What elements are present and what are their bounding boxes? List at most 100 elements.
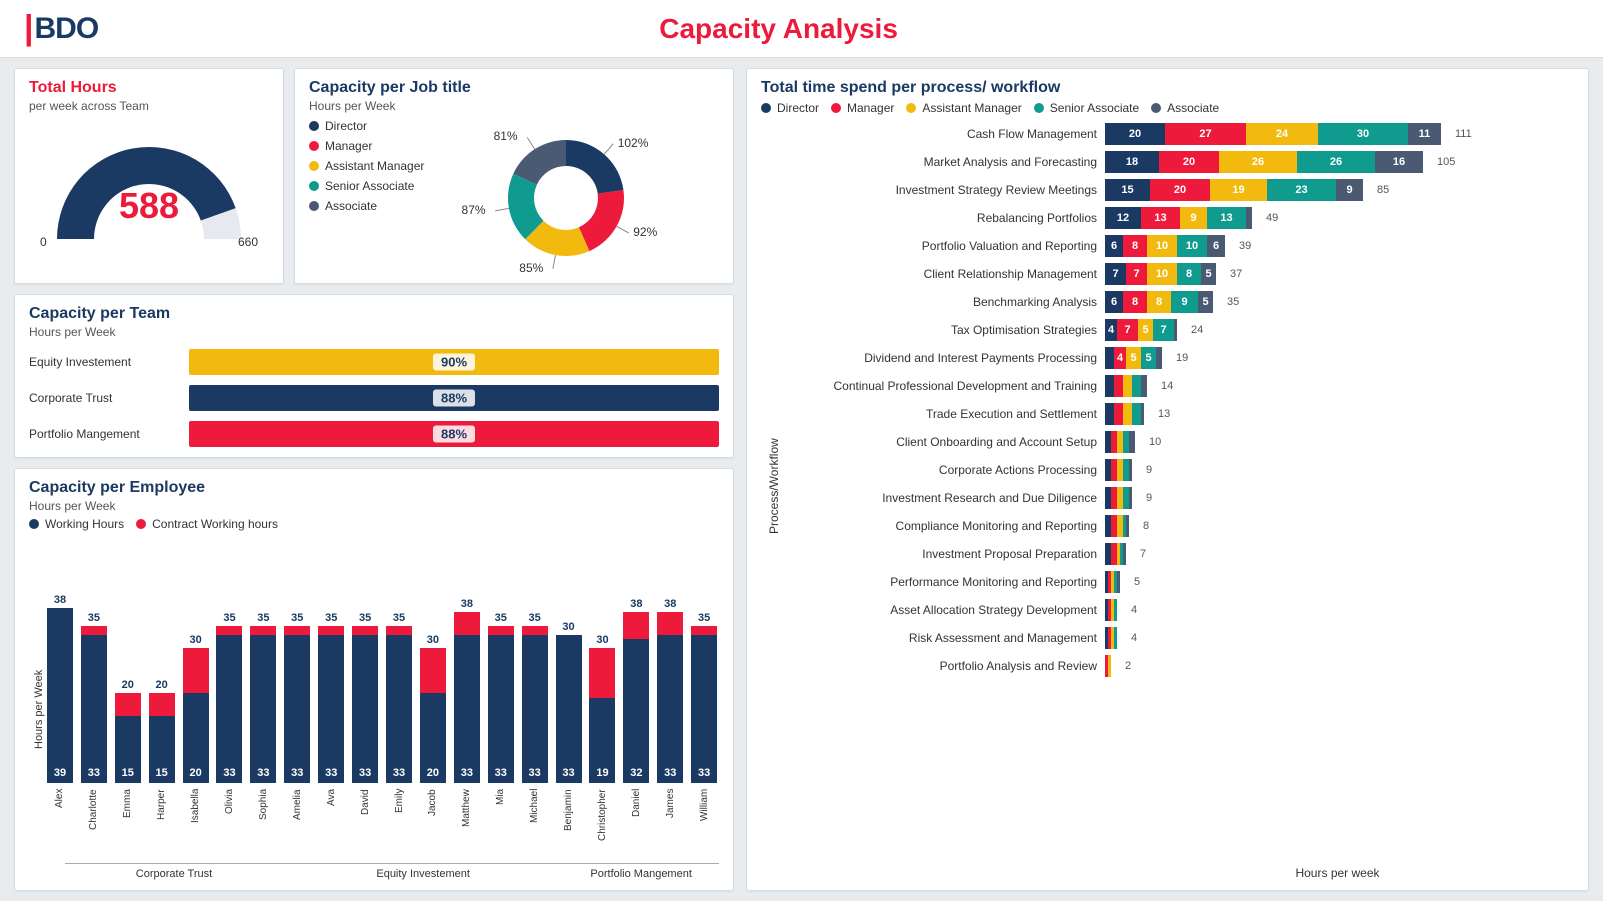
process-title: Total time spend per process/ workflow — [761, 79, 1574, 97]
employee-working-label: 33 — [318, 767, 344, 779]
employee-name: Sophia — [258, 789, 269, 859]
process-segment: 23 — [1267, 179, 1336, 201]
process-segment — [1123, 543, 1126, 565]
employee-top-label: 38 — [461, 598, 473, 610]
gauge-max: 660 — [238, 235, 258, 249]
employee-name: Daniel — [631, 789, 642, 859]
legend-item: Director — [761, 101, 819, 115]
total-hours-title: Total Hours — [29, 79, 269, 97]
employee-name: Christopher — [597, 789, 608, 859]
employee-group-label: Corporate Trust — [65, 863, 283, 880]
employee-name: Emily — [394, 789, 405, 859]
process-segment: 10 — [1147, 263, 1177, 285]
employee-name: Emma — [122, 789, 133, 859]
job-title-legend: DirectorManagerAssistant ManagerSenior A… — [309, 119, 424, 213]
process-total: 4 — [1131, 632, 1137, 644]
process-row: Investment Research and Due Diligence 9 — [787, 487, 1574, 509]
process-total: 7 — [1140, 548, 1146, 560]
process-segment — [1246, 207, 1252, 229]
process-segment — [1105, 347, 1114, 369]
process-segment: 8 — [1123, 291, 1147, 313]
process-bar — [1105, 403, 1144, 425]
process-segment: 10 — [1147, 235, 1177, 257]
employee-top-label: 35 — [698, 612, 710, 624]
process-segment: 20 — [1150, 179, 1210, 201]
employee-groups: Corporate TrustEquity InvestementPortfol… — [65, 863, 719, 880]
process-total: 14 — [1161, 380, 1173, 392]
employee-name: Mia — [495, 789, 506, 859]
employee-name: Amelia — [292, 789, 303, 859]
legend-item: Manager — [831, 101, 894, 115]
process-segment: 6 — [1105, 235, 1123, 257]
process-segment: 16 — [1375, 151, 1423, 173]
employee-working-label: 33 — [284, 767, 310, 779]
employee-top-label: 35 — [291, 612, 303, 624]
page-title: Capacity Analysis — [0, 13, 1579, 45]
process-bar — [1105, 655, 1111, 677]
employee-working-label: 20 — [183, 767, 209, 779]
employee-working-label: 33 — [216, 767, 242, 779]
process-segment — [1129, 487, 1132, 509]
process-segment: 7 — [1117, 319, 1138, 341]
process-total: 5 — [1134, 576, 1140, 588]
employee-bar: 30 33 Benjamin — [554, 621, 584, 860]
team-row: Corporate Trust 88% — [29, 385, 719, 411]
employee-legend: Working Hours Contract Working hours — [29, 517, 719, 531]
employee-bar: 30 20 Jacob — [418, 634, 448, 859]
process-row: Corporate Actions Processing 9 — [787, 459, 1574, 481]
employee-working-label: 33 — [691, 767, 717, 779]
employee-name: Isabella — [190, 789, 201, 859]
employee-working-label: 19 — [589, 767, 615, 779]
legend-item: Senior Associate — [1034, 101, 1139, 115]
donut-segment-label: 92% — [633, 225, 657, 239]
process-segment: 20 — [1159, 151, 1219, 173]
employee-working-label: 33 — [556, 767, 582, 779]
process-segment — [1129, 459, 1132, 481]
process-segment — [1156, 347, 1162, 369]
process-segment: 8 — [1123, 235, 1147, 257]
process-segment: 30 — [1318, 123, 1408, 145]
process-segment — [1141, 375, 1147, 397]
dashboard-body: Total Hours per week across Team 588 0 6… — [0, 58, 1603, 901]
employee-top-label: 35 — [393, 612, 405, 624]
process-segment — [1123, 375, 1132, 397]
process-row: Compliance Monitoring and Reporting 8 — [787, 515, 1574, 537]
donut-segment-label: 85% — [519, 261, 543, 275]
process-label: Investment Research and Due Diligence — [787, 491, 1097, 505]
process-segment: 7 — [1126, 263, 1147, 285]
process-label: Performance Monitoring and Reporting — [787, 575, 1097, 589]
process-row: Dividend and Interest Payments Processin… — [787, 347, 1574, 369]
process-segment — [1114, 627, 1117, 649]
process-total: 35 — [1227, 296, 1239, 308]
process-total: 19 — [1176, 352, 1188, 364]
process-segment — [1114, 599, 1117, 621]
legend-item: Associate — [1151, 101, 1219, 115]
process-bar: 6810106 — [1105, 235, 1225, 257]
employee-top-label: 38 — [54, 594, 66, 606]
team-subtitle: Hours per Week — [29, 325, 719, 339]
process-segment — [1123, 403, 1132, 425]
employee-working-label: 33 — [250, 767, 276, 779]
employee-name: Alex — [54, 789, 65, 859]
employee-top-label: 38 — [664, 598, 676, 610]
employee-working-label: 33 — [522, 767, 548, 779]
process-total: 10 — [1149, 436, 1161, 448]
employee-name: James — [665, 789, 676, 859]
employee-top-label: 30 — [189, 634, 201, 646]
process-segment: 6 — [1207, 235, 1225, 257]
employee-bar: 35 33 Emily — [384, 612, 414, 860]
header: | BDO Capacity Analysis — [0, 0, 1603, 58]
employee-name: Harper — [156, 789, 167, 859]
employee-top-label: 20 — [156, 679, 168, 691]
team-row: Equity Investement 90% — [29, 349, 719, 375]
legend-item: Associate — [309, 199, 424, 213]
legend-item: Contract Working hours — [136, 517, 278, 531]
donut-chart: 102%92%85%87%81% — [436, 113, 676, 273]
legend-item: Working Hours — [29, 517, 124, 531]
process-row: Risk Assessment and Management 4 — [787, 627, 1574, 649]
employee-working-label: 33 — [454, 767, 480, 779]
process-segment: 15 — [1105, 179, 1150, 201]
process-label: Rebalancing Portfolios — [787, 211, 1097, 225]
process-row: Market Analysis and Forecasting 18202626… — [787, 151, 1574, 173]
process-segment: 8 — [1177, 263, 1201, 285]
